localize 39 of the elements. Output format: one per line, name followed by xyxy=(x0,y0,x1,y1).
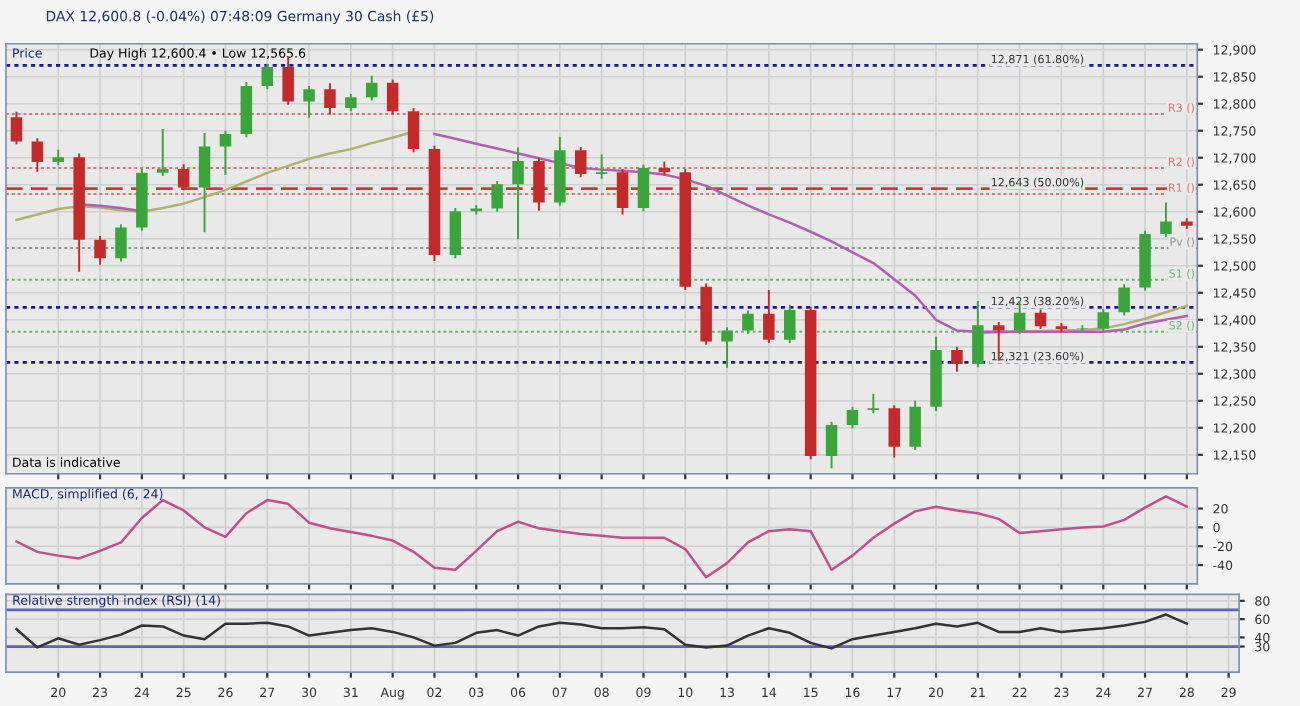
candlestick xyxy=(407,107,420,154)
candlestick xyxy=(825,420,838,470)
candlestick xyxy=(1160,201,1172,239)
candlestick xyxy=(449,207,462,260)
candlestick xyxy=(177,163,190,192)
candlestick xyxy=(198,131,211,234)
candlestick xyxy=(1034,308,1047,330)
candlestick xyxy=(846,405,859,430)
candlestick xyxy=(867,392,880,415)
candlestick xyxy=(324,82,336,116)
candlestick xyxy=(951,345,963,373)
candlestick xyxy=(888,404,900,459)
candlestick xyxy=(157,128,169,178)
candlestick xyxy=(595,153,608,180)
candlestick xyxy=(94,235,106,266)
candlestick xyxy=(491,180,503,213)
candlestick xyxy=(742,309,754,335)
candlestick xyxy=(784,303,796,344)
candlestick xyxy=(533,156,545,212)
candlestick xyxy=(972,299,984,369)
candlestick xyxy=(1118,283,1130,317)
candlestick xyxy=(219,129,232,176)
candlestick xyxy=(575,145,587,179)
candlestick xyxy=(31,137,44,173)
candlestick xyxy=(261,62,273,91)
candlestick xyxy=(721,326,733,369)
candlestick xyxy=(10,110,23,146)
candlestick xyxy=(637,163,650,213)
candlestick xyxy=(763,289,775,344)
candlestick xyxy=(115,223,127,263)
candlestick xyxy=(386,78,399,116)
line-series xyxy=(15,613,1189,650)
candlestick xyxy=(512,146,524,241)
candlestick xyxy=(909,399,921,451)
candlestick xyxy=(1097,308,1109,333)
candlestick xyxy=(366,74,378,102)
candlestick xyxy=(616,168,629,216)
candlestick xyxy=(282,55,294,106)
candlestick xyxy=(303,84,315,119)
